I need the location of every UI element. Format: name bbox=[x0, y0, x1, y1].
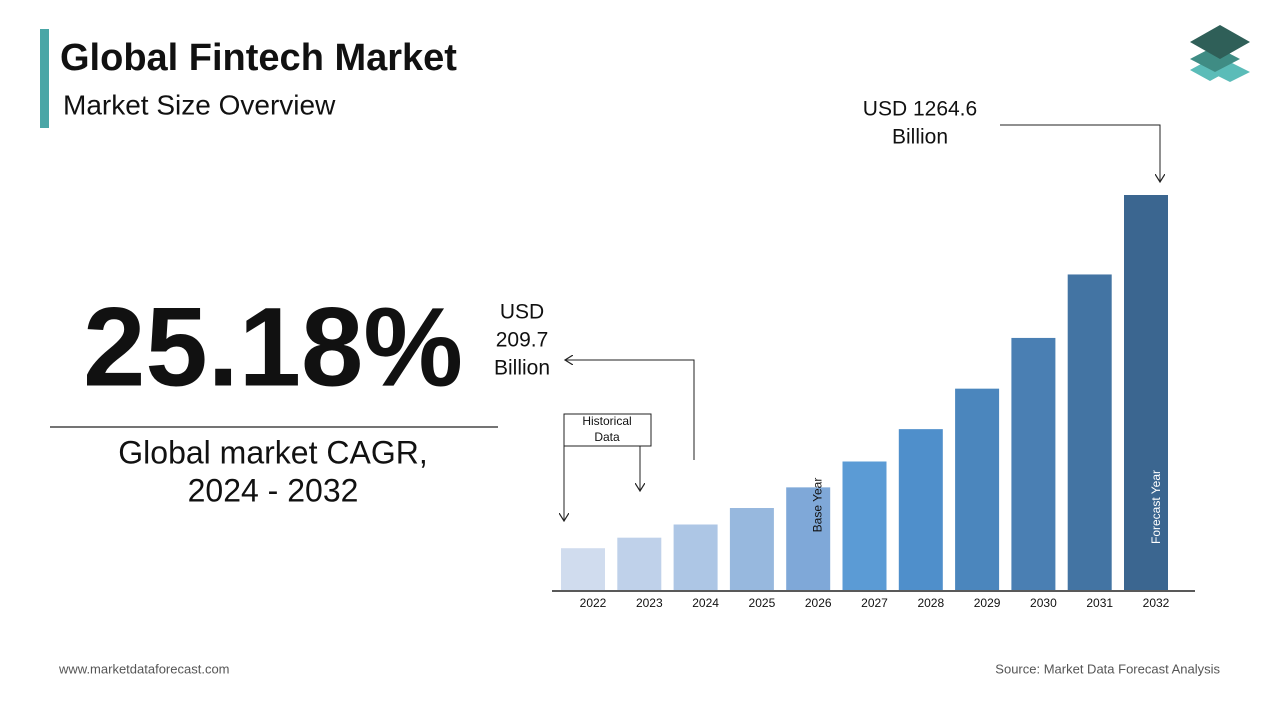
x-tick-label: 2030 bbox=[1030, 596, 1057, 610]
x-tick-label: 2027 bbox=[861, 596, 888, 610]
website: www.marketdataforecast.com bbox=[58, 661, 230, 676]
cagr-caption: 2024 - 2032 bbox=[188, 472, 359, 508]
logo bbox=[1190, 25, 1250, 82]
bar bbox=[1067, 274, 1112, 590]
historical-label: Historical bbox=[582, 414, 631, 428]
bar-chart: 2022 2023 2024 2025 2026 2027 2028 2029 2030 2031… bbox=[552, 195, 1195, 610]
arrows bbox=[564, 124, 1160, 521]
x-tick-label: 2022 bbox=[580, 596, 607, 610]
title-accent bbox=[40, 29, 49, 128]
x-tick-label: 2023 bbox=[636, 596, 663, 610]
base-year-label: Base Year bbox=[810, 478, 824, 533]
subtitle: Market Size Overview bbox=[63, 89, 336, 120]
annotation: 209.7 bbox=[496, 329, 549, 352]
bar bbox=[1011, 337, 1056, 590]
historical-box bbox=[563, 413, 652, 447]
x-tick-label: 2031 bbox=[1086, 596, 1113, 610]
cagr-caption: Global market CAGR, bbox=[118, 434, 427, 470]
annotation: USD 1264.6 bbox=[863, 98, 977, 121]
annotation: Billion bbox=[494, 357, 550, 380]
bar bbox=[786, 487, 831, 590]
x-tick-label: 2028 bbox=[917, 596, 944, 610]
x-tick-label: 2025 bbox=[749, 596, 776, 610]
bar bbox=[842, 461, 887, 590]
cagr-value: 25.18% bbox=[83, 285, 463, 410]
bar bbox=[617, 537, 662, 590]
bar bbox=[729, 508, 774, 590]
annotation: USD bbox=[500, 301, 544, 324]
bar bbox=[673, 524, 718, 590]
x-tick-label: 2024 bbox=[692, 596, 719, 610]
bar bbox=[898, 429, 943, 590]
bar bbox=[955, 388, 1000, 590]
bar bbox=[561, 548, 605, 590]
forecast-year-label: Forecast Year bbox=[1149, 470, 1163, 544]
x-tick-label: 2029 bbox=[974, 596, 1001, 610]
x-tick-label: 2026 bbox=[805, 596, 832, 610]
x-tick-label: 2032 bbox=[1143, 596, 1170, 610]
title: Global Fintech Market bbox=[60, 37, 457, 79]
source: Source: Market Data Forecast Analysis bbox=[995, 661, 1220, 676]
bar bbox=[1124, 195, 1168, 590]
annotation: Billion bbox=[892, 126, 948, 149]
historical-label: Data bbox=[594, 430, 620, 444]
